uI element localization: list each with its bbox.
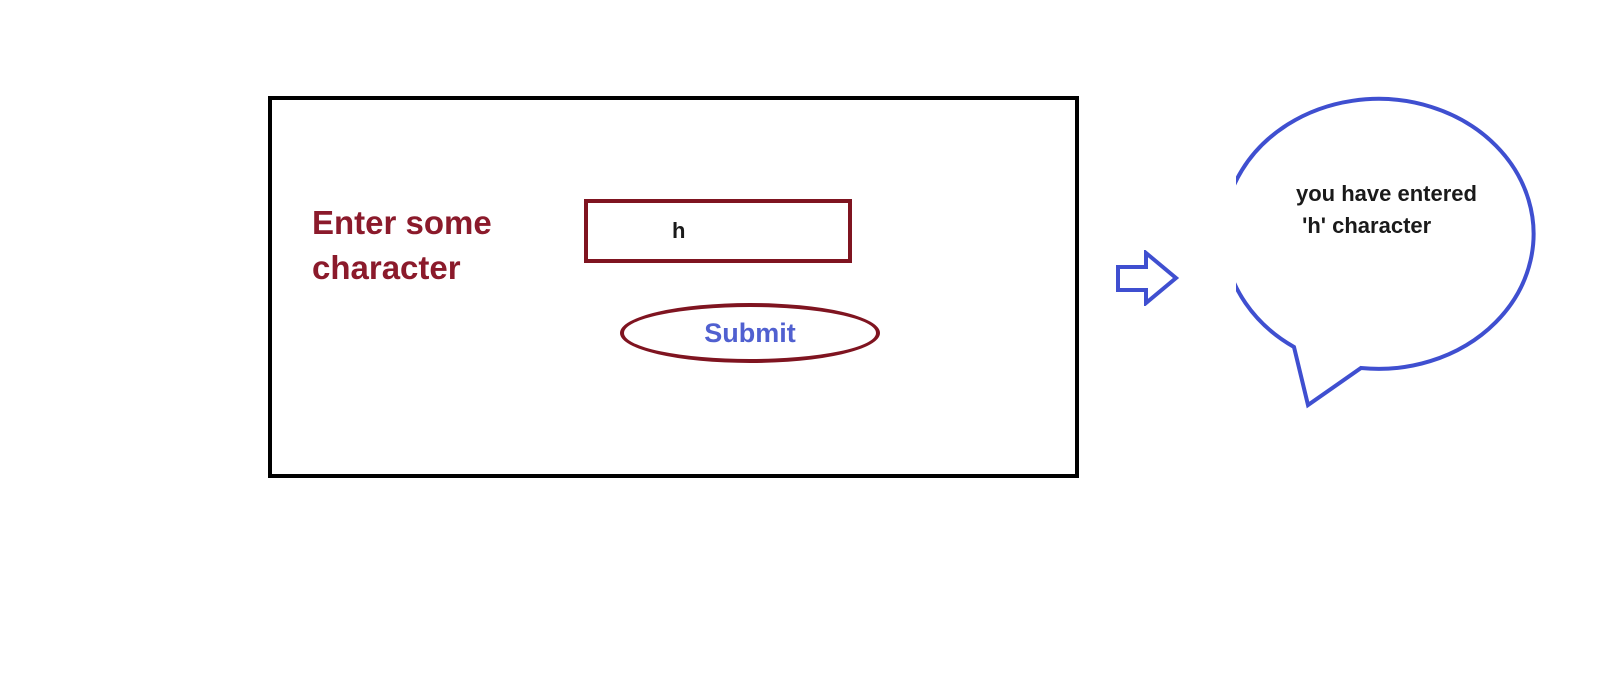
form-frame: [268, 96, 1079, 478]
prompt-label-line-1: Enter some: [312, 204, 492, 241]
right-arrow-icon: [1116, 250, 1180, 306]
character-input[interactable]: [584, 199, 852, 263]
output-message-line-2: 'h' character: [1296, 213, 1432, 238]
output-message-line-1: you have entered: [1296, 181, 1477, 206]
output-message: you have entered 'h' character: [1296, 178, 1526, 242]
submit-button[interactable]: Submit: [620, 303, 880, 363]
prompt-label: Enter some character: [312, 200, 562, 290]
prompt-label-line-2: character: [312, 249, 461, 286]
speech-bubble: [1236, 96, 1536, 409]
